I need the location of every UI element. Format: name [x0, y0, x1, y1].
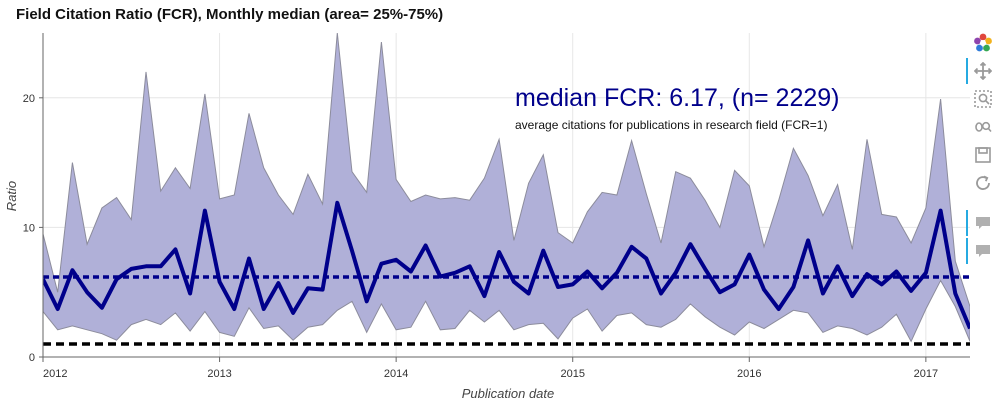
- x-tick-label: 2016: [737, 368, 761, 380]
- median-line: [42, 200, 970, 330]
- x-axis-label: Publication date: [462, 386, 555, 400]
- axis-labels: Publication date Ratio: [4, 181, 554, 400]
- iqr-area: [43, 33, 970, 343]
- y-axis-label: Ratio: [4, 181, 19, 211]
- hover-tooltip-icon[interactable]: [966, 210, 998, 236]
- x-tick-label: 2012: [43, 368, 67, 380]
- annotation-sub: average citations for publications in re…: [515, 118, 827, 132]
- chart-plot[interactable]: 0 10 20 2012 2013 2014 2015 2016 2017 Publicatio…: [0, 0, 970, 400]
- median-series-line: [43, 200, 970, 330]
- wheel-zoom-icon[interactable]: [968, 114, 998, 140]
- iqr-band: [43, 33, 970, 343]
- y-tick-label: 10: [23, 222, 35, 234]
- pan-icon[interactable]: [966, 58, 998, 84]
- x-tick-label: 2013: [207, 368, 231, 380]
- reference-lines: [43, 275, 970, 346]
- bokeh-logo-icon[interactable]: [968, 30, 998, 56]
- annotation: median FCR: 6.17, (n= 2229) average cita…: [515, 84, 839, 132]
- x-tick-label: 2015: [560, 368, 584, 380]
- y-tick-label: 0: [29, 352, 35, 364]
- chart-title: Field Citation Ratio (FCR), Monthly medi…: [16, 6, 444, 23]
- axes: 0 10 20 2012 2013 2014 2015 2016 2017: [23, 33, 970, 380]
- save-icon[interactable]: [968, 142, 998, 168]
- x-tick-label: 2014: [384, 368, 408, 380]
- y-tick-label: 20: [23, 93, 35, 105]
- hover-tooltip-icon-2[interactable]: [966, 238, 998, 264]
- annotation-main: median FCR: 6.17, (n= 2229): [515, 84, 839, 112]
- reset-icon[interactable]: [968, 170, 998, 196]
- x-tick-label: 2017: [914, 368, 938, 380]
- box-zoom-icon[interactable]: [968, 86, 998, 112]
